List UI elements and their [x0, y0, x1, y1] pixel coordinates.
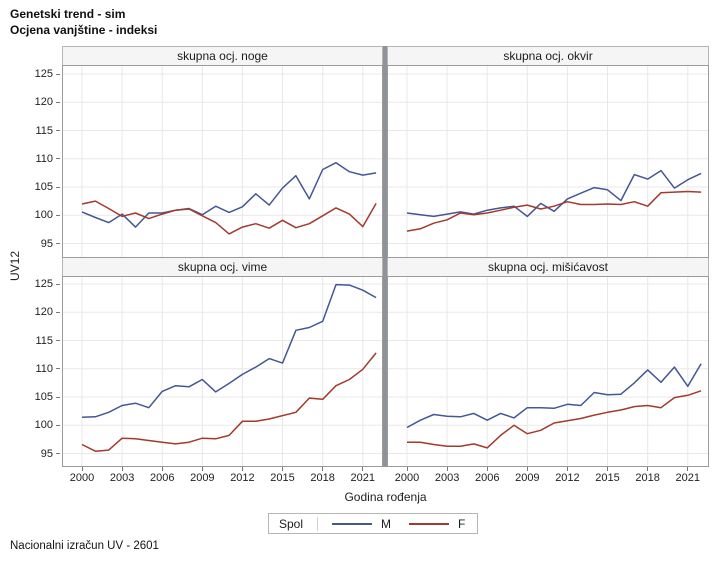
y-tick-label: 95	[20, 236, 60, 252]
y-tick-label: 125	[20, 276, 60, 292]
x-tick-label: 2000	[390, 467, 424, 485]
y-tick-label: 115	[20, 333, 60, 349]
x-axis-ticks-left: 2000 2003 2006 2009 2012 2015 2018 2021	[62, 467, 383, 487]
x-tick-label: 2012	[550, 467, 584, 485]
x-axis-label: Godina rođenja	[344, 490, 427, 504]
x-tick-label: 2012	[225, 467, 259, 485]
m-series-line	[81, 283, 377, 419]
x-tick-label: 2018	[631, 467, 665, 485]
legend-title: Spol	[279, 516, 319, 531]
y-tick-label: 105	[20, 389, 60, 405]
x-tick-label: 2009	[510, 467, 544, 485]
panel-misicavost-plot	[387, 276, 709, 467]
f-series-line	[81, 200, 377, 235]
m-series-line	[406, 169, 702, 218]
x-tick-label: 2021	[346, 467, 380, 485]
legend-label-f: F	[458, 516, 466, 531]
y-tick-label: 120	[20, 94, 60, 110]
m-series-line	[406, 363, 702, 429]
chart-subtitle: Ocjena vanjštine - indeksi	[10, 23, 158, 37]
f-series-line	[406, 190, 702, 232]
chart-title: Genetski trend - sim	[10, 7, 126, 21]
panel-header-okvir: skupna ocj. okvir	[387, 46, 709, 66]
y-tick-label: 115	[20, 123, 60, 139]
m-series-line	[81, 161, 377, 228]
legend-item-m: M	[332, 517, 391, 531]
x-tick-label: 2000	[65, 467, 99, 485]
panel-header-noge: skupna ocj. noge	[62, 46, 383, 66]
panel-header-vime: skupna ocj. vime	[62, 257, 383, 277]
y-tick-label: 110	[20, 361, 60, 377]
f-series-line	[407, 390, 702, 449]
noge-plot-svg	[62, 65, 383, 258]
x-tick-label: 2021	[671, 467, 705, 485]
gridlines	[63, 66, 382, 257]
y-tick-label: 95	[20, 446, 60, 462]
panel-border	[387, 65, 709, 258]
vime-plot-svg	[62, 276, 383, 467]
legend-label-m: M	[381, 516, 392, 531]
y-tick-label: 125	[20, 66, 60, 82]
y-tick-label: 100	[20, 207, 60, 223]
f-line-swatch	[409, 522, 450, 525]
y-tick-label: 110	[20, 151, 60, 167]
panel-border	[62, 65, 383, 258]
panel-border	[62, 276, 383, 467]
footnote: Nacionalni izračun UV - 2601	[10, 540, 159, 552]
misicavost-plot-svg	[387, 276, 709, 467]
column-divider	[383, 46, 387, 467]
panel-border	[387, 276, 709, 467]
y-tick-label: 100	[20, 417, 60, 433]
m-line-swatch	[332, 522, 373, 525]
panel-noge-plot	[62, 65, 383, 258]
x-tick-label: 2015	[266, 467, 300, 485]
legend: Spol M F	[268, 513, 479, 534]
x-tick-label: 2009	[185, 467, 219, 485]
panel-vime-plot	[62, 276, 383, 467]
okvir-plot-svg	[387, 65, 709, 258]
y-tick-label: 105	[20, 179, 60, 195]
x-tick-label: 2003	[430, 467, 464, 485]
gridlines	[388, 66, 708, 257]
x-tick-label: 2015	[591, 467, 625, 485]
x-tick-label: 2006	[145, 467, 179, 485]
y-tick-label: 120	[20, 304, 60, 320]
f-series-line	[81, 352, 377, 452]
gridlines	[63, 277, 382, 466]
x-tick-label: 2006	[470, 467, 504, 485]
x-axis-ticks-right: 2000 2003 2006 2009 2012 2015 2018 2021	[387, 467, 709, 487]
x-tick-label: 2003	[105, 467, 139, 485]
panel-okvir-plot	[387, 65, 709, 258]
panel-header-misicavost: skupna ocj. mišićavost	[387, 257, 709, 277]
gridlines	[388, 277, 708, 466]
legend-item-f: F	[409, 517, 465, 531]
x-tick-label: 2018	[306, 467, 340, 485]
